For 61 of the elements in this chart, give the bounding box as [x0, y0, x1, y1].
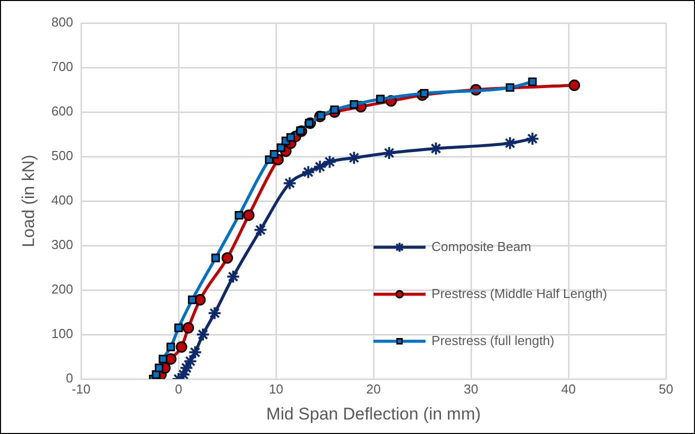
y-tick-label: 400	[51, 192, 74, 208]
point	[322, 154, 337, 169]
x-tick-label: 30	[464, 381, 478, 396]
point	[234, 210, 244, 220]
point	[182, 322, 194, 334]
x-tick-label: 40	[561, 381, 576, 396]
point	[208, 306, 222, 320]
point	[196, 328, 210, 342]
legend-label: Composite Beam	[432, 238, 532, 254]
point	[188, 296, 197, 304]
point	[296, 126, 305, 135]
point	[276, 143, 286, 152]
point	[282, 176, 297, 190]
point	[154, 364, 164, 372]
point	[253, 222, 268, 237]
point	[176, 341, 188, 353]
point	[270, 150, 278, 159]
x-tick-label: 10	[268, 381, 284, 396]
point	[316, 111, 326, 120]
x-tick-label: 20	[366, 381, 381, 396]
point	[525, 132, 540, 146]
legend-label: Prestress (full length)	[432, 332, 554, 348]
x-tick-label: 0	[174, 381, 182, 396]
point	[506, 83, 514, 92]
point	[350, 100, 358, 109]
x-tick-label: 50	[658, 381, 674, 396]
y-tick-label: 800	[51, 14, 74, 30]
y-tick-label: 200	[51, 282, 74, 297]
point	[222, 252, 234, 264]
point	[243, 209, 255, 221]
point	[503, 136, 518, 150]
y-axis-title: Load (in kN)	[18, 154, 38, 248]
legend-label: Prestress (Middle Half Length)	[432, 286, 608, 301]
x-axis-title: Mid Span Deflection (in mm)	[266, 404, 481, 424]
point	[158, 354, 168, 364]
x-tick-label: -10	[72, 381, 90, 396]
point	[226, 270, 240, 284]
point	[286, 133, 295, 142]
point	[211, 254, 220, 262]
point	[179, 360, 194, 375]
y-tick-label: 600	[51, 104, 74, 119]
point	[568, 80, 580, 92]
point	[174, 324, 183, 332]
point	[382, 146, 396, 160]
point	[330, 105, 339, 114]
y-tick-label: 0	[66, 370, 74, 386]
y-tick-label: 300	[51, 237, 74, 252]
point	[304, 118, 314, 128]
point	[152, 370, 160, 379]
point	[528, 77, 537, 86]
point	[376, 94, 385, 104]
point	[183, 354, 198, 368]
y-tick-label: 100	[51, 326, 74, 342]
point	[420, 89, 429, 98]
point	[347, 150, 362, 165]
y-tick-label: 700	[51, 59, 74, 74]
point	[301, 165, 316, 180]
point	[188, 345, 202, 360]
y-tick-label: 500	[51, 148, 74, 164]
point	[312, 160, 327, 174]
point	[166, 342, 176, 352]
